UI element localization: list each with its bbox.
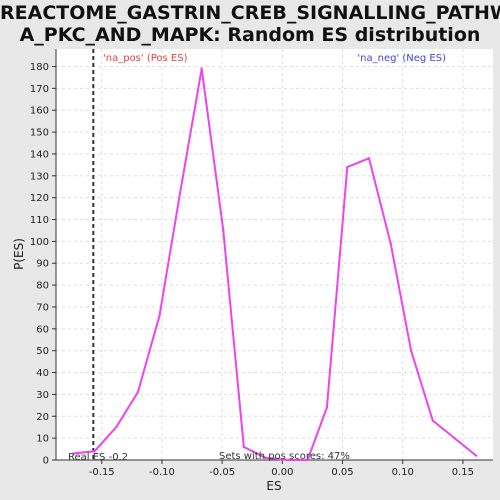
data-point xyxy=(136,391,140,394)
neg-label: 'na_neg' (Neg ES) xyxy=(357,53,446,64)
data-point xyxy=(200,67,203,70)
y-tick-label: 120 xyxy=(30,193,49,204)
y-tick-label: 20 xyxy=(36,412,49,423)
x-tick-label: 0.05 xyxy=(331,467,353,478)
data-marks xyxy=(72,49,478,462)
data-point xyxy=(178,192,182,195)
footer-label: Sets with pos scores: 47% xyxy=(219,451,350,462)
y-tick-label: 160 xyxy=(30,106,49,117)
pos-label: 'na_pos' (Pos ES) xyxy=(103,53,188,64)
x-tick-label: -0.15 xyxy=(89,467,115,478)
data-point xyxy=(389,242,392,245)
x-tick-label: 0.00 xyxy=(271,467,293,478)
y-tick-label: 10 xyxy=(36,434,49,445)
real-es-label: Real ES -0.2 xyxy=(68,452,128,463)
data-point xyxy=(242,445,246,449)
series-line xyxy=(73,67,477,461)
grid-lines xyxy=(56,49,493,460)
y-tick-label: 30 xyxy=(36,390,49,401)
x-axis-label: ES xyxy=(266,479,281,493)
y-tick-label: 140 xyxy=(30,149,49,160)
data-point xyxy=(346,165,349,169)
axes: 0 10 20 30 40 50 60 70 80 90 100 110 120 130 140 150 160… xyxy=(30,49,493,478)
data-point xyxy=(222,229,225,232)
y-tick-label: 90 xyxy=(36,259,49,270)
x-tick-label: -0.05 xyxy=(209,467,235,478)
x-tick-label: 0.15 xyxy=(452,467,474,478)
y-axis-label: P(ES) xyxy=(12,238,26,270)
y-tick-label: 60 xyxy=(36,324,49,335)
data-point xyxy=(158,314,161,317)
data-point xyxy=(285,458,289,462)
y-tick-label: 40 xyxy=(36,368,49,379)
data-point xyxy=(306,458,309,462)
data-point xyxy=(431,419,435,422)
x-tick-label: 0.10 xyxy=(392,467,414,478)
y-tick-label: 100 xyxy=(30,237,49,248)
data-point xyxy=(264,456,267,460)
data-point xyxy=(474,454,478,457)
data-point xyxy=(114,426,118,429)
y-tick-label: 130 xyxy=(30,171,49,182)
data-point xyxy=(409,349,413,352)
y-tick-label: 50 xyxy=(36,346,49,357)
plot-area xyxy=(56,49,493,460)
y-tick-label: 150 xyxy=(30,128,49,139)
y-tick-label: 170 xyxy=(30,84,49,95)
y-tick-label: 110 xyxy=(30,215,49,226)
x-tick-label: -0.10 xyxy=(149,467,175,478)
y-tick-label: 70 xyxy=(36,302,49,313)
data-point xyxy=(325,406,329,409)
data-point xyxy=(93,450,96,453)
y-tick-label: 180 xyxy=(30,62,49,73)
data-point xyxy=(72,452,76,455)
y-tick-label: 80 xyxy=(36,281,49,292)
chart-title-line2: A_PKC_AND_MAPK: Random ES distribution xyxy=(19,24,481,46)
y-tick-label: 0 xyxy=(43,456,49,467)
data-point xyxy=(453,436,456,440)
data-point xyxy=(367,157,371,160)
chart-title-line1: REACTOME_GASTRIN_CREB_SIGNALLING_PATHWAY… xyxy=(0,2,500,24)
